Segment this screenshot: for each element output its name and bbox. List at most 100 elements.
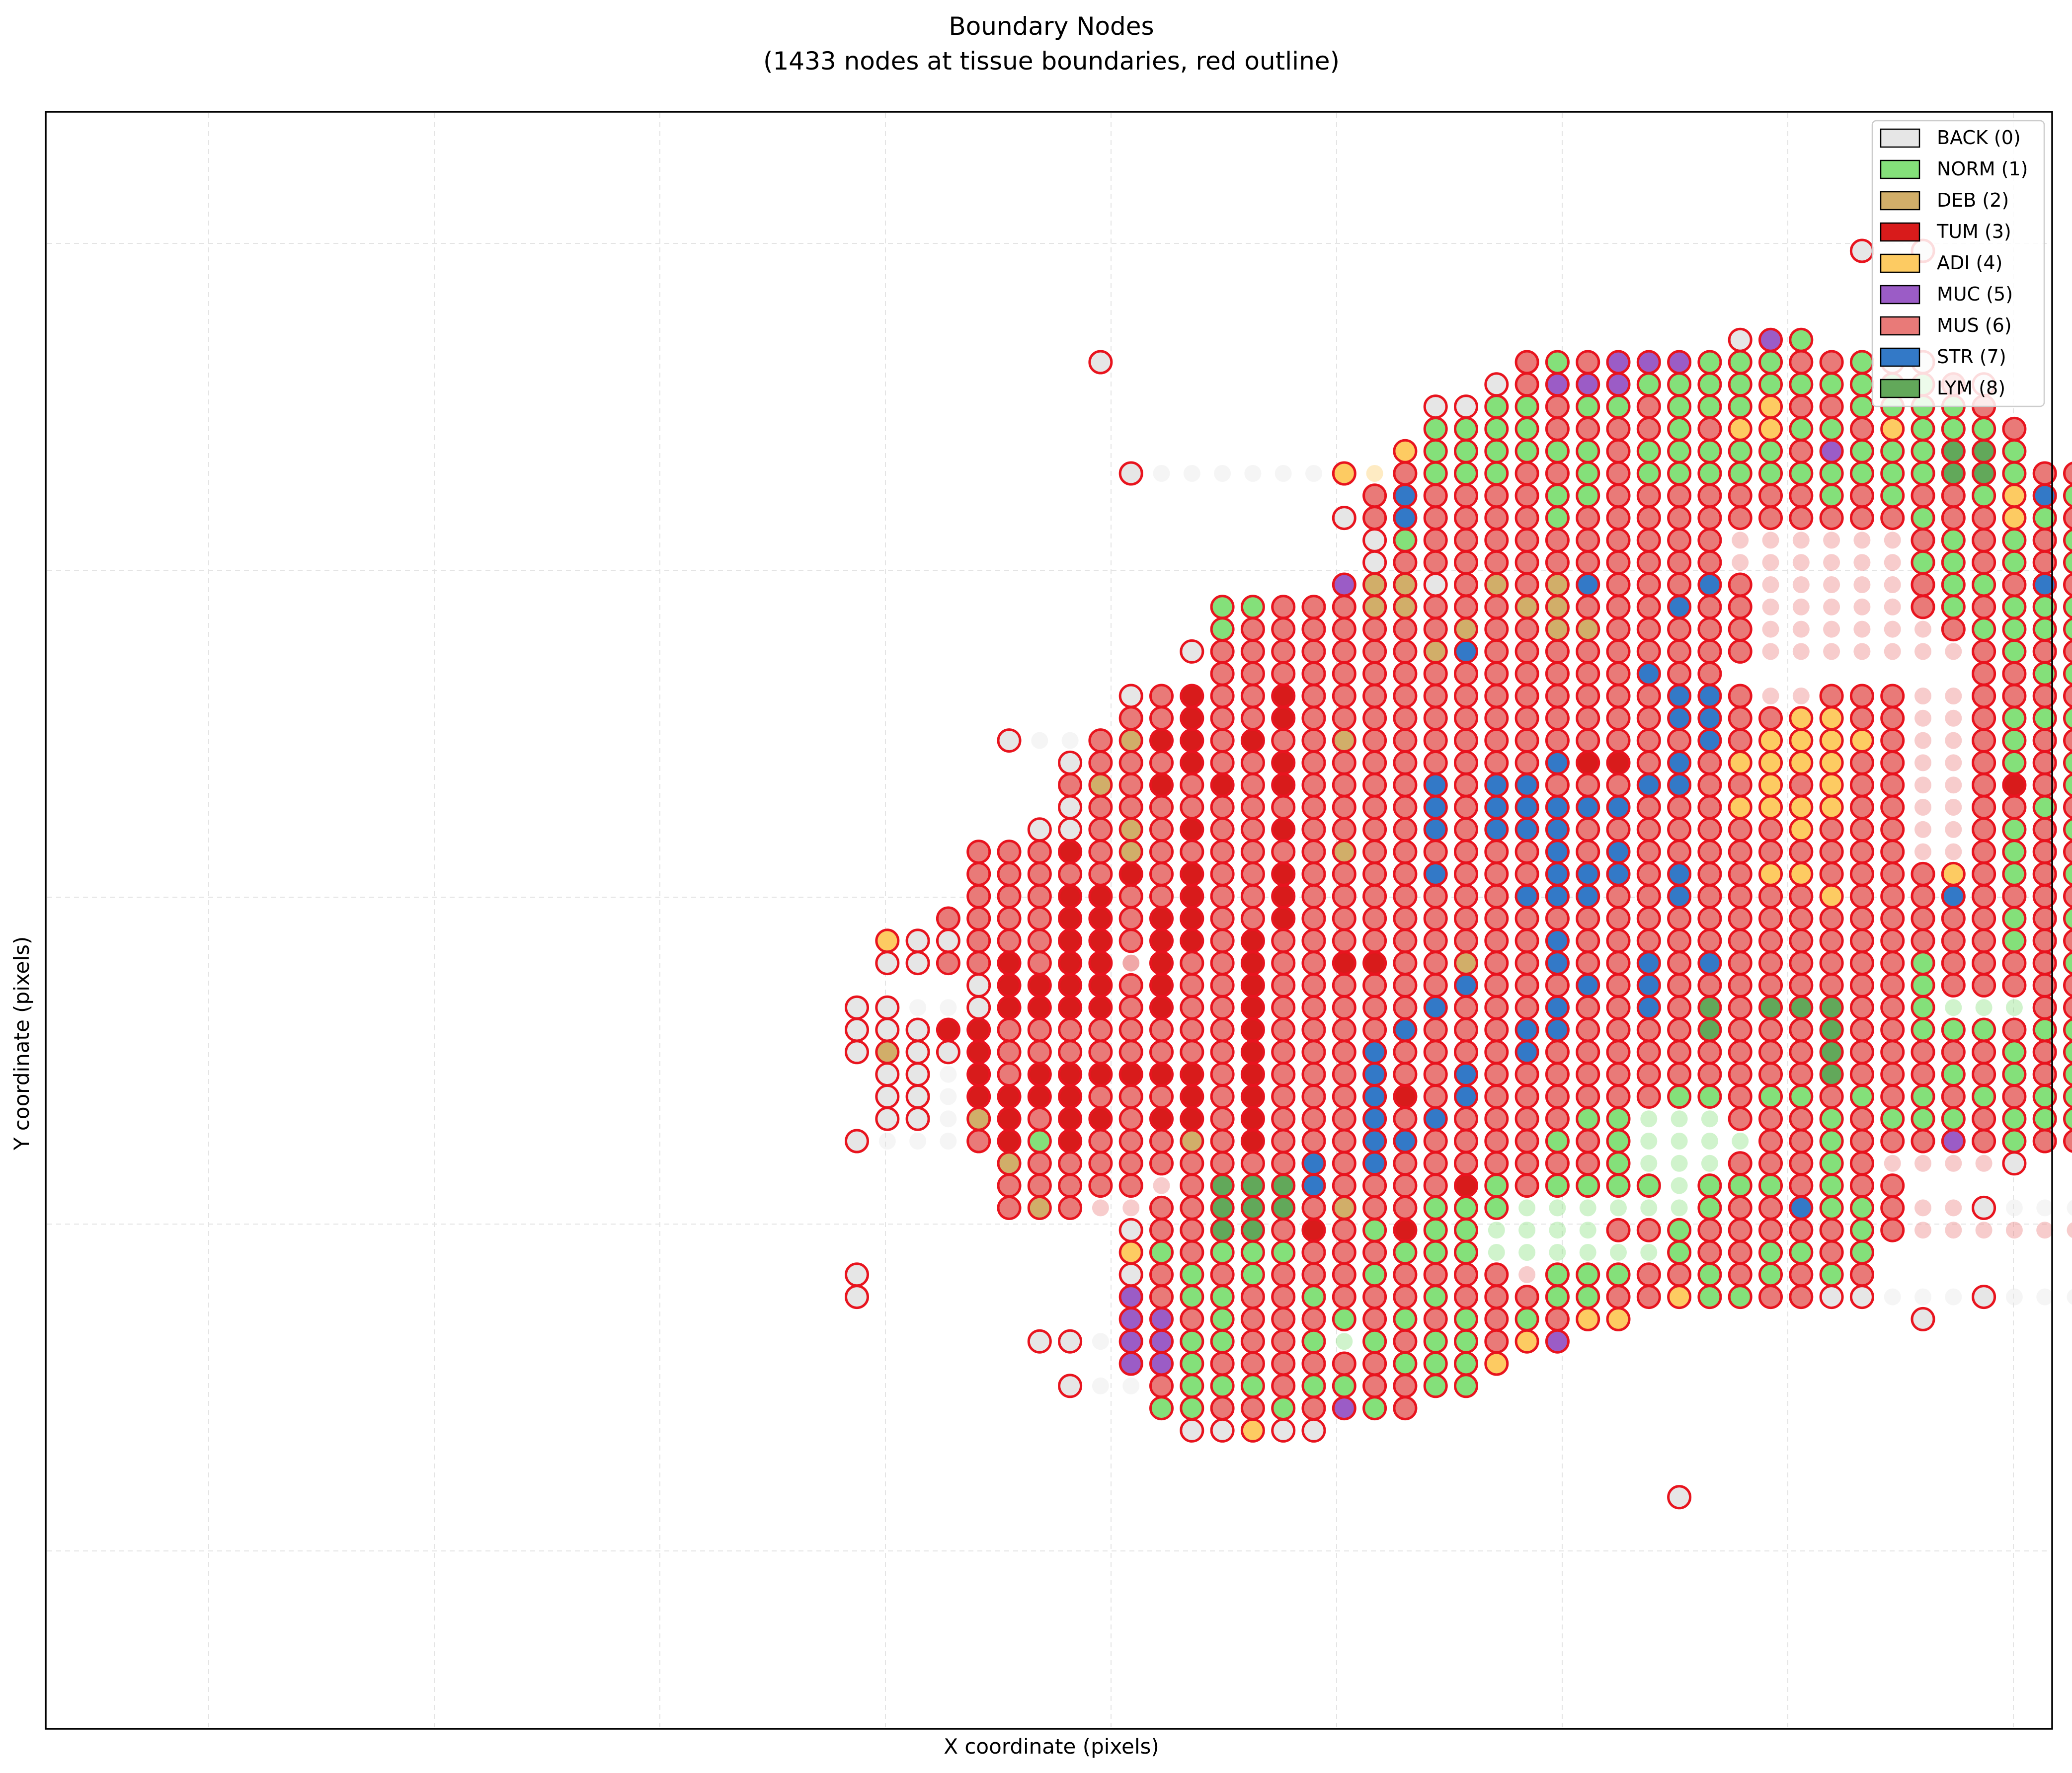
boundary-node: [845, 1017, 869, 1042]
boundary-node: [1240, 1218, 1265, 1242]
boundary-node: [1454, 1262, 1478, 1287]
boundary-node: [1210, 817, 1235, 842]
boundary-node: [2002, 595, 2027, 619]
boundary-node: [1454, 394, 1478, 419]
boundary-node: [1606, 372, 1631, 397]
boundary-node: [845, 995, 869, 1020]
boundary-node: [1484, 1262, 1509, 1287]
boundary-node: [1972, 595, 1996, 619]
boundary-node: [1210, 795, 1235, 820]
boundary-node: [1454, 995, 1478, 1020]
boundary-node: [1271, 1374, 1296, 1398]
boundary-node: [1332, 1285, 1356, 1310]
boundary-node: [1240, 617, 1265, 642]
boundary-node: [1180, 884, 1204, 909]
boundary-node: [1180, 928, 1204, 953]
boundary-node: [1393, 728, 1418, 753]
boundary-node: [1849, 728, 1874, 753]
legend-item-tum: TUM (3): [1880, 221, 2011, 242]
boundary-node: [1118, 750, 1143, 775]
interior-node: [1884, 576, 1901, 593]
boundary-node: [1454, 439, 1478, 463]
x-axis-label: X coordinate (pixels): [944, 1734, 1159, 1759]
boundary-node: [1393, 840, 1418, 864]
interior-node: [1945, 643, 1962, 660]
boundary-node: [997, 728, 1022, 753]
boundary-node: [1849, 861, 1874, 886]
boundary-node: [1606, 728, 1631, 753]
boundary-node: [1545, 439, 1570, 463]
boundary-node: [1789, 461, 1814, 486]
boundary-node: [1636, 1218, 1661, 1242]
boundary-node: [1514, 750, 1539, 775]
boundary-node: [1941, 884, 1966, 909]
boundary-node: [1393, 928, 1418, 953]
boundary-node: [1423, 1106, 1448, 1131]
boundary-node: [1849, 928, 1874, 953]
boundary-node: [1911, 1017, 1935, 1042]
interior-node: [1579, 1222, 1596, 1239]
boundary-node: [1758, 817, 1783, 842]
boundary-node: [1423, 1017, 1448, 1042]
boundary-node: [1484, 483, 1509, 508]
interior-node: [940, 999, 957, 1016]
boundary-node: [1514, 706, 1539, 731]
boundary-node: [1423, 528, 1448, 552]
legend-swatch: [1880, 128, 1920, 148]
boundary-node: [1027, 1040, 1052, 1065]
boundary-node: [1149, 1351, 1174, 1376]
boundary-node: [1667, 973, 1692, 998]
boundary-node: [997, 973, 1022, 998]
boundary-node: [1728, 416, 1753, 441]
boundary-node: [1972, 973, 1996, 998]
boundary-node: [2002, 684, 2027, 708]
boundary-node: [1545, 394, 1570, 419]
boundary-node: [2063, 751, 2072, 774]
boundary-node: [1636, 772, 1661, 797]
interior-node: [1853, 576, 1871, 593]
boundary-node: [1058, 884, 1083, 909]
boundary-node: [1027, 817, 1052, 842]
boundary-node: [1880, 684, 1905, 708]
boundary-node: [1819, 795, 1844, 820]
boundary-node: [1088, 728, 1113, 753]
interior-node: [1640, 1244, 1658, 1261]
boundary-node: [1880, 1173, 1905, 1198]
boundary-node: [1210, 750, 1235, 775]
boundary-node: [2002, 1084, 2027, 1109]
boundary-node: [845, 1129, 869, 1154]
boundary-node: [1088, 750, 1113, 775]
boundary-node: [1697, 483, 1722, 508]
boundary-node: [1301, 1285, 1326, 1310]
boundary-node: [1972, 795, 1996, 820]
boundary-node: [2002, 951, 2027, 976]
boundary-node: [1332, 795, 1356, 820]
boundary-node: [1058, 973, 1083, 998]
boundary-node: [1393, 684, 1418, 708]
interior-node: [1884, 554, 1901, 571]
boundary-node: [1849, 1218, 1874, 1242]
boundary-node: [1088, 772, 1113, 797]
boundary-node: [966, 995, 991, 1020]
boundary-node: [1484, 1106, 1509, 1131]
boundary-node: [1758, 728, 1783, 753]
boundary-node: [1027, 884, 1052, 909]
interior-node: [1671, 1133, 1688, 1150]
boundary-node: [1606, 1062, 1631, 1087]
boundary-node: [1393, 595, 1418, 619]
boundary-node: [1393, 1396, 1418, 1421]
boundary-node: [1728, 706, 1753, 731]
boundary-node: [1545, 1084, 1570, 1109]
boundary-node: [1027, 1195, 1052, 1220]
boundary-node: [1149, 750, 1174, 775]
boundary-node: [1972, 684, 1996, 708]
boundary-node: [1149, 951, 1174, 976]
boundary-node: [1301, 995, 1326, 1020]
interior-node: [1853, 598, 1871, 616]
boundary-node: [1058, 861, 1083, 886]
boundary-node: [1332, 1062, 1356, 1087]
boundary-node: [1149, 861, 1174, 886]
boundary-node: [1271, 617, 1296, 642]
boundary-node: [1454, 1151, 1478, 1176]
boundary-node: [1636, 661, 1661, 686]
